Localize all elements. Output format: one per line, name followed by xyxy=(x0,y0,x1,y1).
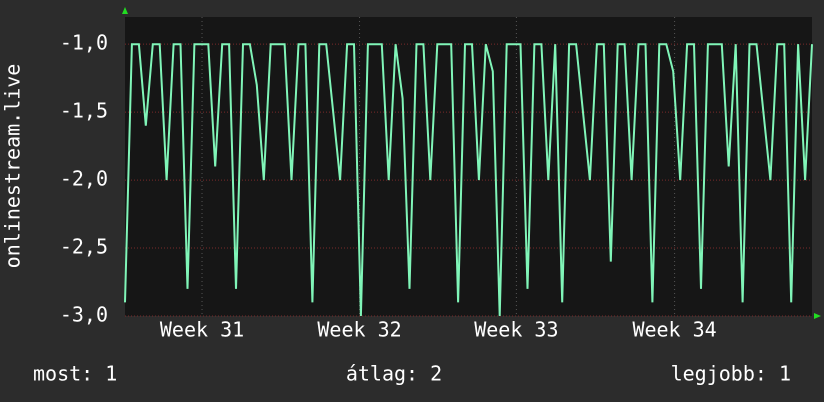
plot-area xyxy=(125,17,812,316)
y-tick-label: -3,0 xyxy=(60,303,108,327)
series-line xyxy=(124,43,813,317)
y-tick-label: -2,0 xyxy=(60,167,108,191)
stat: legjobb: 1 xyxy=(671,362,791,386)
y-tick-label: -1,5 xyxy=(60,99,108,123)
y-tick-label: -2,5 xyxy=(60,235,108,259)
stat: átlag: 2 xyxy=(346,362,442,386)
y-axis-label: onlinestream.live xyxy=(1,64,25,269)
axis-arrow xyxy=(814,313,821,319)
x-tick-label: Week 31 xyxy=(160,318,244,342)
stat: most: 1 xyxy=(33,362,117,386)
x-tick-label: Week 32 xyxy=(317,318,401,342)
y-tick-label: -1,0 xyxy=(60,31,108,55)
x-tick-label: Week 33 xyxy=(474,318,558,342)
x-tick-label: Week 34 xyxy=(632,318,716,342)
axis-arrow xyxy=(122,7,128,14)
